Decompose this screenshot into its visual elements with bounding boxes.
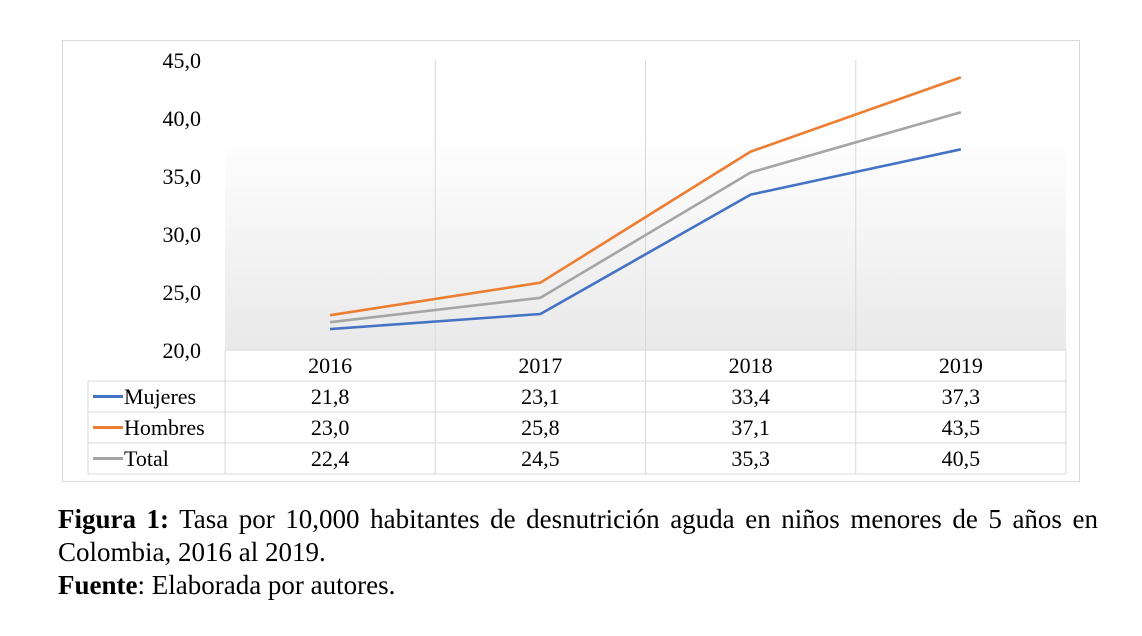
data-label: 25,8 <box>521 415 560 440</box>
series-line-hombres <box>329 76 962 317</box>
chart-frame: 20,0 25,0 30,0 35,0 40,0 45,0 2016 2017 2018 201… <box>62 40 1080 482</box>
data-label: 37,1 <box>731 415 770 440</box>
y-tick-label: 20,0 <box>163 338 202 363</box>
data-label: 40,5 <box>942 446 981 471</box>
figure-text: Tasa por 10,000 habitantes de desnutrici… <box>58 504 1098 567</box>
figure-caption: Figura 1: Tasa por 10,000 habitantes de … <box>58 503 1098 569</box>
y-tick-label: 40,0 <box>163 106 202 131</box>
y-tick-label: 30,0 <box>163 222 202 247</box>
x-tick-label: 2019 <box>939 353 983 378</box>
figure-label: Figura 1: <box>58 504 170 534</box>
legend-label: Hombres <box>124 415 205 440</box>
data-label: 35,3 <box>731 446 770 471</box>
y-tick-label: 45,0 <box>163 48 202 73</box>
x-tick-label: 2016 <box>308 353 352 378</box>
legend-label: Total <box>124 446 169 471</box>
source-text: : Elaborada por autores. <box>137 570 396 600</box>
legend-label: Mujeres <box>124 384 196 409</box>
y-tick-label: 25,0 <box>163 280 202 305</box>
line-chart: 20,0 25,0 30,0 35,0 40,0 45,0 2016 2017 2018 201… <box>87 48 1067 475</box>
x-tick-label: 2018 <box>729 353 773 378</box>
data-label: 21,8 <box>311 384 350 409</box>
series-line-mujeres <box>330 148 962 331</box>
source-line: Fuente: Elaborada por autores. <box>58 569 1098 602</box>
data-label: 22,4 <box>311 446 350 471</box>
data-label: 37,3 <box>942 384 981 409</box>
data-label: 33,4 <box>731 384 770 409</box>
data-label: 23,1 <box>521 384 560 409</box>
x-tick-label: 2017 <box>518 353 562 378</box>
data-label: 23,0 <box>311 415 350 440</box>
series-line-total <box>329 110 962 324</box>
y-tick-label: 35,0 <box>163 164 202 189</box>
data-label: 43,5 <box>942 415 981 440</box>
data-label: 24,5 <box>521 446 560 471</box>
source-label: Fuente <box>58 570 138 600</box>
